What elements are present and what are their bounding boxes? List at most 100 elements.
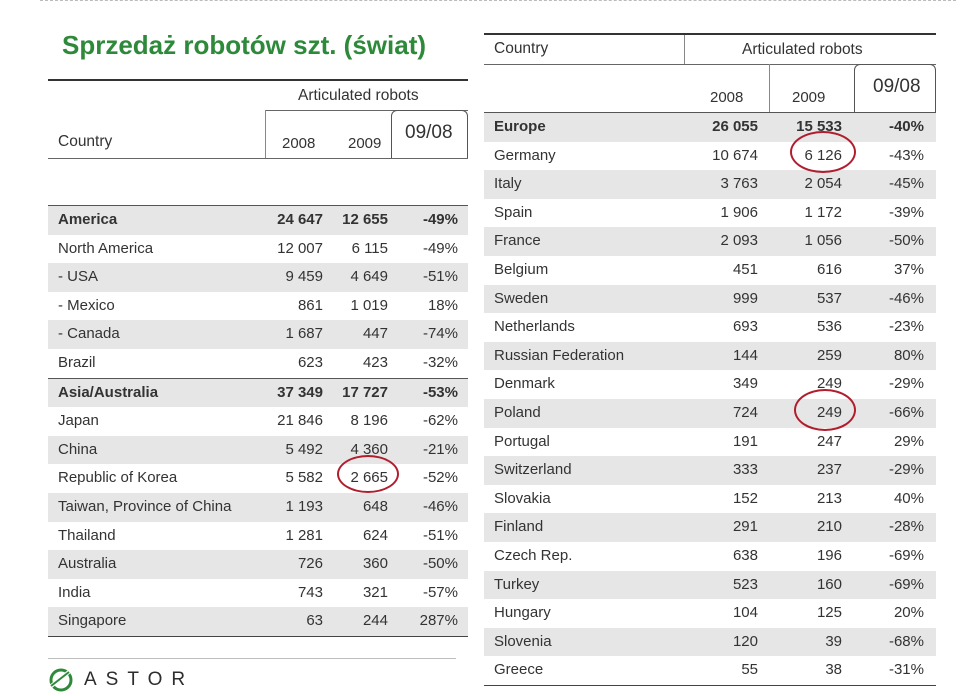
table-row: Thailand 1 281 624 -51%	[48, 522, 468, 551]
value-2008-cell: 724	[732, 403, 758, 421]
value-2008-cell: 2 093	[720, 232, 758, 250]
country-cell: Czech Rep.	[494, 546, 573, 564]
table-row: Singapore 63 244 287%	[48, 607, 468, 636]
country-header: Country	[58, 133, 113, 150]
value-2008-cell: 1 906	[720, 203, 758, 221]
header-col-separator	[265, 110, 266, 158]
articulated-robots-label: Articulated robots	[742, 41, 863, 58]
value-2009-cell: 210	[816, 518, 842, 536]
country-cell: Singapore	[58, 612, 127, 630]
country-cell: - Canada	[58, 325, 120, 343]
table-row: Japan 21 846 8 196 -62%	[48, 407, 468, 436]
country-cell: China	[58, 440, 98, 458]
header-col-separator	[684, 35, 685, 64]
table-row: North America 12 007 6 115 -49%	[48, 235, 468, 264]
change-cell: -69%	[888, 546, 924, 564]
left-table-body: America 24 647 12 655 -49% North America 12 0…	[48, 205, 468, 637]
table-row: Switzerland 333 237 -29%	[484, 456, 936, 485]
table-row: Australia 726 360 -50%	[48, 550, 468, 579]
country-cell: America	[58, 211, 118, 228]
value-2009-cell: 616	[816, 260, 842, 278]
value-2008-cell: 63	[306, 612, 323, 630]
country-cell: Taiwan, Province of China	[58, 497, 232, 515]
col-change-header: 09/08	[873, 76, 921, 97]
country-cell: Finland	[494, 518, 544, 536]
value-2009-cell: 17 727	[342, 383, 388, 401]
left-sales-table: Articulated robots Country 2008 2009 09/…	[48, 79, 468, 637]
country-cell: North America	[58, 239, 154, 257]
col-change-header: 09/08	[405, 122, 453, 143]
right-sales-table: Country Articulated robots 2008 2009 09/…	[484, 33, 936, 686]
value-2008-cell: 26 055	[712, 118, 758, 135]
change-cell: -49%	[422, 239, 458, 257]
value-2009-cell: 244	[362, 612, 388, 630]
change-cell: 29%	[893, 432, 924, 450]
change-cell: -45%	[888, 175, 924, 193]
value-2009-cell: 8 196	[350, 412, 388, 430]
col-2008-header: 2008	[710, 89, 744, 106]
footer-divider	[48, 658, 456, 659]
header-year-separator	[769, 64, 770, 112]
country-cell: Portugal	[494, 432, 550, 450]
change-cell: 20%	[893, 604, 924, 622]
table-row: Netherlands 693 536 -23%	[484, 313, 936, 342]
table-row: Poland 724 249 -66%	[484, 398, 936, 428]
change-cell: -46%	[888, 289, 924, 307]
country-cell: Netherlands	[494, 318, 575, 336]
value-2008-cell: 623	[297, 353, 323, 371]
value-2009-cell: 537	[816, 289, 842, 307]
table-row: Belgium 451 616 37%	[484, 256, 936, 285]
country-cell: Republic of Korea	[58, 469, 178, 487]
change-cell: -43%	[888, 146, 924, 164]
value-2008-cell: 152	[732, 489, 758, 507]
table-row: Sweden 999 537 -46%	[484, 284, 936, 314]
table-row: Russian Federation 144 259 80%	[484, 341, 936, 371]
country-cell: Europe	[494, 118, 546, 135]
col-2009-header: 2009	[792, 89, 826, 106]
table-row: Germany 10 674 6 126 -43%	[484, 142, 936, 171]
table-row: Taiwan, Province of China 1 193 648 -46%	[48, 492, 468, 522]
table-row: Czech Rep. 638 196 -69%	[484, 542, 936, 571]
country-cell: Slovakia	[494, 489, 551, 507]
country-cell: Greece	[494, 661, 544, 679]
value-2008-cell: 291	[732, 518, 758, 536]
value-2008-cell: 12 007	[277, 239, 323, 257]
change-header-box	[391, 110, 468, 158]
country-cell: Italy	[494, 175, 522, 193]
country-cell: Germany	[494, 146, 556, 164]
country-cell: Spain	[494, 203, 533, 221]
change-cell: 287%	[419, 612, 458, 630]
country-cell: Japan	[58, 412, 99, 430]
header-group-underline	[265, 110, 468, 111]
col-2008-header: 2008	[282, 135, 316, 152]
country-cell: India	[58, 583, 91, 601]
change-cell: -74%	[422, 325, 458, 343]
change-cell: 18%	[427, 296, 458, 314]
change-cell: -39%	[888, 203, 924, 221]
change-cell: -32%	[422, 353, 458, 371]
right-table-body: Europe 26 055 15 533 -40% Germany 10 674 6 126…	[484, 112, 936, 686]
table-row: Turkey 523 160 -69%	[484, 570, 936, 600]
table-row: America 24 647 12 655 -49%	[48, 205, 468, 235]
value-2009-cell: 259	[816, 346, 842, 364]
value-2009-cell: 38	[825, 661, 842, 679]
header-group-underline	[484, 64, 936, 65]
value-2009-cell: 536	[816, 318, 842, 336]
change-cell: -40%	[888, 118, 924, 135]
change-cell: 80%	[893, 346, 924, 364]
change-cell: -28%	[888, 518, 924, 536]
change-cell: -21%	[422, 440, 458, 458]
value-2009-cell: 196	[816, 546, 842, 564]
table-row: Europe 26 055 15 533 -40%	[484, 112, 936, 142]
change-cell: -31%	[888, 661, 924, 679]
table-row: Spain 1 906 1 172 -39%	[484, 199, 936, 228]
value-2008-cell: 638	[732, 546, 758, 564]
value-2009-cell: 1 019	[350, 296, 388, 314]
value-2008-cell: 1 193	[285, 497, 323, 515]
table-row: Greece 55 38 -31%	[484, 656, 936, 685]
value-2009-cell: 247	[816, 432, 842, 450]
country-cell: Slovenia	[494, 632, 552, 650]
table-row: Asia/Australia 37 349 17 727 -53%	[48, 377, 468, 408]
value-2009-cell: 648	[362, 497, 388, 515]
table-row: - USA 9 459 4 649 -51%	[48, 263, 468, 292]
